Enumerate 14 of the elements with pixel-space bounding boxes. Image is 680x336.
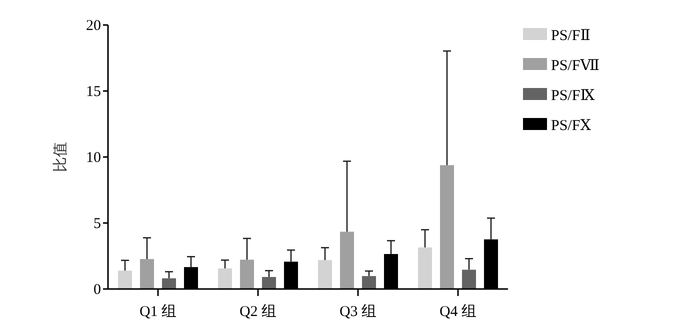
y-tick-label: 10 <box>86 150 101 166</box>
legend-label: PS/FⅨ <box>551 88 596 104</box>
legend-label: PS/FⅩ <box>551 118 592 134</box>
y-tick-label: 0 <box>94 282 101 298</box>
x-tick-label: Q2 组 <box>239 303 277 320</box>
y-tick-label: 20 <box>86 18 101 34</box>
y-axis-title: 比值 <box>52 142 69 172</box>
x-tick-label: Q4 组 <box>439 303 477 320</box>
legend-label: PS/FⅦ <box>551 58 600 74</box>
x-tick-label: Q3 组 <box>339 303 377 320</box>
y-tick-label: 15 <box>86 84 101 100</box>
y-tick-label: 5 <box>94 216 101 232</box>
legend-label: PS/FⅡ <box>551 28 590 44</box>
x-tick-label: Q1 组 <box>139 303 177 320</box>
